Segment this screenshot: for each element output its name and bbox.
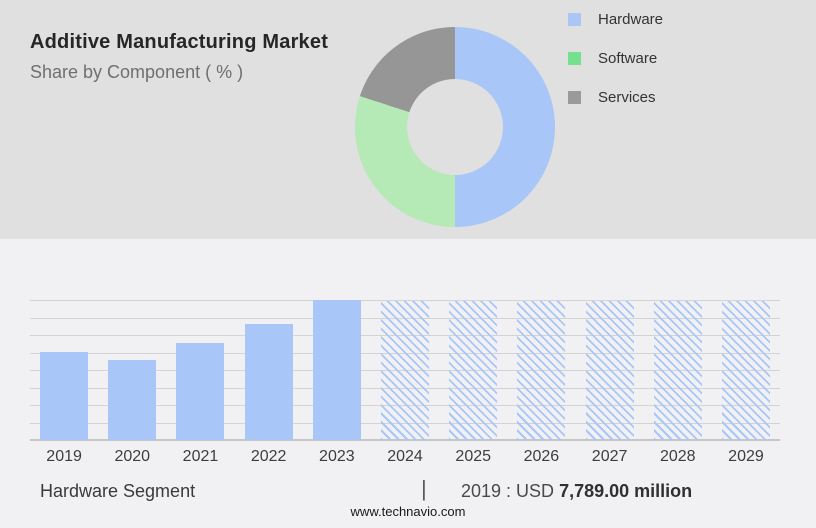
x-axis-label: 2020 xyxy=(114,448,151,465)
bar-2022 xyxy=(244,323,293,440)
bar-slot xyxy=(576,300,644,440)
donut-legend: Hardware Software Services xyxy=(568,11,664,129)
value-amount: 7,789.00 million xyxy=(559,481,693,501)
legend-item: Hardware xyxy=(568,11,664,28)
legend-item: Services xyxy=(568,89,663,106)
x-axis-label: 2024 xyxy=(387,448,423,465)
legend-label: Software xyxy=(598,50,658,67)
bar-slot xyxy=(30,300,98,440)
legend-swatch-icon xyxy=(568,52,581,65)
value-callout: 2019 : USD 7,789.00 million xyxy=(461,481,692,502)
page-title: Additive Manufacturing Market xyxy=(30,31,329,53)
x-axis-label: 2029 xyxy=(728,448,764,465)
x-axis-label: 2019 xyxy=(46,448,82,465)
bar-2029-forecast xyxy=(721,301,770,440)
bar-2025-forecast xyxy=(449,301,498,440)
value-prefix: 2019 : USD xyxy=(461,481,560,501)
bar-slot xyxy=(235,300,303,440)
bar-2019 xyxy=(40,351,89,440)
bar-2020 xyxy=(108,360,157,440)
gridline xyxy=(30,300,780,301)
legend-swatch-icon xyxy=(568,91,581,104)
segment-label: Hardware Segment xyxy=(40,481,196,501)
website-text: www.technavio.com xyxy=(350,504,466,519)
bar-slot xyxy=(166,300,234,440)
x-axis-label: 2025 xyxy=(455,448,492,465)
bar-slot xyxy=(371,300,439,440)
bar-slot xyxy=(644,300,712,440)
footer-separator: | xyxy=(421,476,427,501)
bar-chart-labels: 2019 2020 2021 2022 2023 2024 2025 2026 2027 2028… xyxy=(30,448,780,466)
x-axis-label: 2027 xyxy=(591,448,628,465)
x-axis-label: 2021 xyxy=(182,448,219,465)
bar-slot xyxy=(712,300,780,440)
bar-slot xyxy=(507,300,575,440)
bar-slot xyxy=(303,300,371,440)
donut-hole xyxy=(407,79,503,175)
header-panel: Additive Manufacturing Market Share by C… xyxy=(0,0,816,239)
bar-2023 xyxy=(312,300,361,440)
x-axis-label: 2023 xyxy=(319,448,355,465)
bar-2024-forecast xyxy=(381,301,430,440)
page-subtitle: Share by Component ( % ) xyxy=(30,62,244,82)
bar-2028-forecast xyxy=(653,301,702,440)
legend-label: Services xyxy=(598,89,656,106)
donut-chart xyxy=(355,27,555,227)
bar-slot xyxy=(98,300,166,440)
bar-2021 xyxy=(176,343,225,440)
x-axis-line xyxy=(30,439,780,441)
legend-swatch-icon xyxy=(568,13,581,26)
legend-item: Software xyxy=(568,50,663,67)
legend-label: Hardware xyxy=(598,11,664,28)
bar-chart-bars xyxy=(30,300,780,440)
x-axis-label: 2022 xyxy=(250,448,287,465)
bar-2027-forecast xyxy=(585,301,634,440)
bar-plot-area xyxy=(30,300,780,441)
x-axis-label: 2028 xyxy=(659,448,696,465)
bar-2026-forecast xyxy=(517,301,566,440)
x-axis-label: 2026 xyxy=(523,448,560,465)
bar-slot xyxy=(439,300,507,440)
